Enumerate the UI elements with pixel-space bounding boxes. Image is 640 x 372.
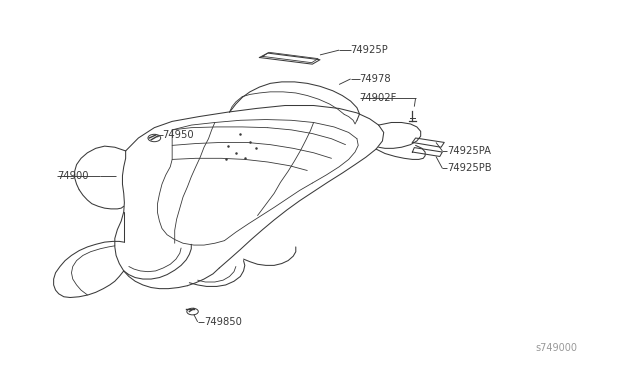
Text: 74950: 74950 [163,130,194,140]
Text: 74902F: 74902F [360,93,397,103]
Text: 749850: 749850 [204,317,242,327]
Text: 74925PB: 74925PB [447,163,492,173]
Text: s749000: s749000 [536,343,577,353]
Text: 74925PA: 74925PA [447,146,492,156]
Text: 74925P: 74925P [351,45,388,55]
Text: 74978: 74978 [360,74,391,84]
Text: 74900: 74900 [58,171,89,181]
